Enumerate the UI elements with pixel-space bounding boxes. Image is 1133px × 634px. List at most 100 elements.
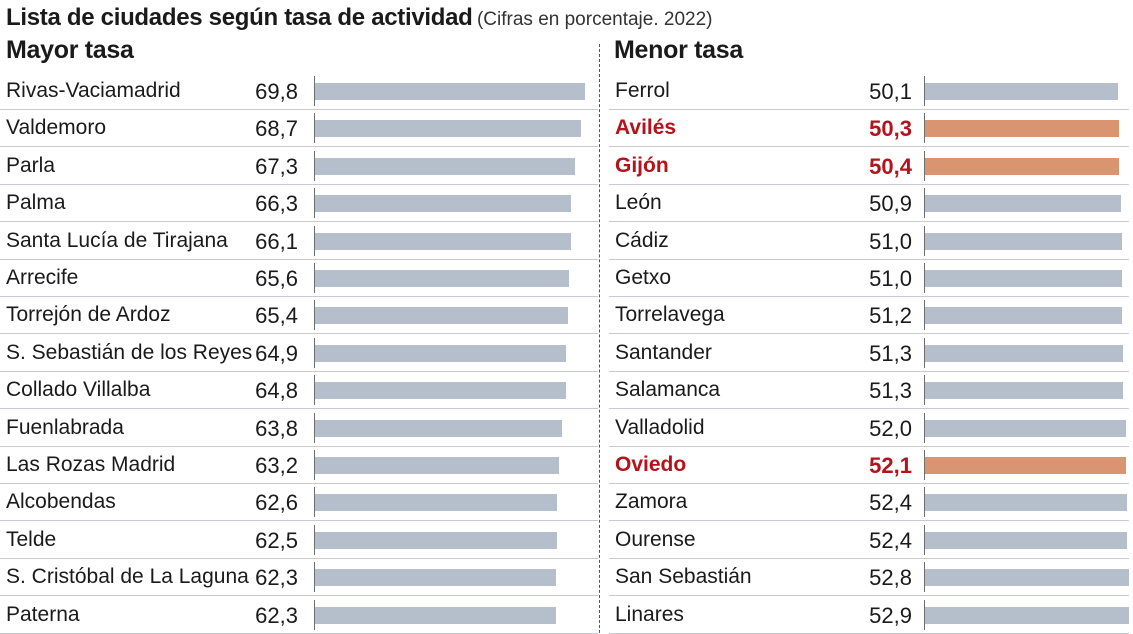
bar-baseline [924,263,925,293]
category-label: Ferrol [615,79,670,102]
bar [925,270,1122,287]
bar-baseline [314,562,315,593]
bar-row: Rivas-Vaciamadrid 69,8 [0,73,598,110]
chart-title-block: Lista de ciudades según tasa de activida… [6,4,713,32]
category-label: Fuenlabrada [6,415,124,439]
value-label: 51,0 [869,228,912,254]
category-label: Paterna [6,602,80,626]
bar [315,120,581,138]
bar-row: Torrejón de Ardoz 65,4 [0,297,598,335]
value-label: 67,3 [255,153,298,179]
value-label: 51,0 [869,266,912,291]
value-label: 50,9 [869,191,912,217]
bar-baseline [924,113,925,144]
chart-subtitle: (Cifras en porcentaje. 2022) [476,9,713,30]
bar-baseline [314,450,315,480]
value-label: 51,2 [869,303,912,329]
bar [925,569,1129,587]
value-label: 64,9 [255,340,298,366]
bar [315,494,558,512]
bar-row: Fuenlabrada 63,8 [0,410,598,447]
bar [315,531,557,549]
bar-baseline [924,225,925,256]
bar [925,344,1123,362]
bar-row: Cádiz 51,0 [609,223,1129,260]
bar [315,344,567,362]
bar-baseline [924,450,925,480]
bar [925,232,1122,250]
bar-baseline [314,263,315,293]
category-label: Santander [615,340,712,364]
bar-row: Arrecife 65,6 [0,260,598,297]
category-label: Telde [6,527,57,551]
value-label: 65,4 [255,303,298,329]
value-label: 66,3 [255,191,298,217]
bar-baseline [314,412,315,443]
bar [925,83,1119,100]
bar-baseline [924,300,925,331]
category-label: Getxo [615,266,672,289]
bar-baseline [924,562,925,593]
value-label: 68,7 [255,116,298,142]
bar [925,606,1129,624]
category-label: Zamora [615,490,688,514]
value-label: 62,3 [255,602,298,628]
value-label: 52,8 [869,565,912,591]
value-label: 52,9 [869,602,912,628]
bar [315,419,562,437]
bar [315,83,585,100]
bar-row: Collado Villalba 64,8 [0,372,598,410]
category-label: Palma [6,191,66,215]
panel-title-mayor: Mayor tasa [6,36,134,64]
bar [925,531,1128,549]
category-label: Santa Lucía de Tirajana [6,228,228,252]
value-label: 69,8 [255,79,298,104]
bar-row: Las Rozas Madrid 63,2 [0,447,598,484]
category-label: Parla [6,153,56,177]
bar [315,157,576,175]
bar-row: Valdemoro 68,7 [0,110,598,148]
bar-row: Salamanca 51,3 [609,372,1129,410]
bar-baseline [924,76,925,106]
value-label: 62,3 [255,565,298,591]
category-label: Ourense [615,527,696,551]
bar-row: Parla 67,3 [0,148,598,185]
bar-row: Gijón 50,4 [609,148,1129,185]
bar [925,307,1123,325]
bar-baseline [314,113,315,144]
bar [315,270,569,287]
bar [315,382,566,400]
bar-row: León 50,9 [609,185,1129,223]
bar-baseline [924,412,925,443]
bar [925,494,1128,512]
bar-baseline [924,375,925,406]
bar-row: S. Sebastián de los Reyes 64,9 [0,335,598,372]
bar [925,457,1126,474]
bar-row: Ourense 52,4 [609,522,1129,559]
bar-baseline [924,337,925,368]
bar-baseline [924,150,925,181]
bar-row: Zamora 52,4 [609,484,1129,522]
bar [315,195,572,213]
bar-baseline [314,337,315,368]
bar [315,606,556,624]
category-label: Valladolid [615,415,705,439]
category-label: Oviedo [615,453,687,476]
bar-row: Telde 62,5 [0,522,598,559]
value-label: 52,1 [869,453,912,478]
value-label: 50,4 [869,153,912,179]
bar-row: San Sebastián 52,8 [609,559,1129,597]
category-label: Torrejón de Ardoz [6,303,171,327]
value-label: 50,3 [869,116,912,142]
chart-title: Lista de ciudades según tasa de activida… [6,4,473,31]
panel-title-menor: Menor tasa [614,36,743,64]
bar-baseline [924,487,925,518]
category-label: Gijón [615,153,669,177]
bar-row: Santa Lucía de Tirajana 66,1 [0,223,598,260]
category-label: Arrecife [6,266,79,289]
value-label: 62,5 [255,527,298,553]
category-label: León [615,191,662,215]
bar-baseline [314,487,315,518]
bar-baseline [924,524,925,555]
bar [315,307,568,325]
